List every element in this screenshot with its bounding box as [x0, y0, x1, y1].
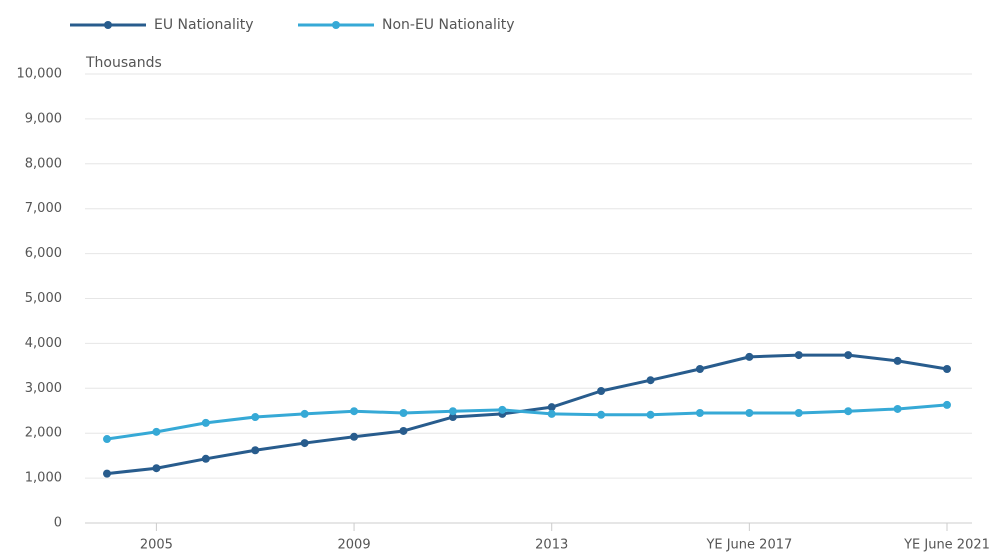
data-point: [547, 403, 556, 412]
data-point: [597, 386, 606, 395]
x-tick-label: YE June 2021: [903, 538, 990, 553]
data-point: [695, 364, 704, 373]
x-tick-label: YE June 2017: [705, 538, 792, 553]
data-point: [844, 407, 853, 416]
y-tick-label: 1,000: [25, 471, 62, 486]
data-point: [498, 405, 507, 414]
y-tick-label: 2,000: [25, 426, 62, 441]
data-point: [201, 418, 210, 427]
data-point: [300, 439, 309, 448]
data-point: [547, 409, 556, 418]
data-point: [745, 352, 754, 361]
legend-label: EU Nationality: [154, 17, 254, 33]
y-tick-label: 4,000: [25, 336, 62, 351]
data-point: [943, 364, 951, 373]
data-point: [152, 427, 161, 436]
data-point: [893, 404, 902, 413]
data-point: [350, 432, 359, 441]
data-point: [695, 408, 704, 417]
data-point: [844, 351, 853, 360]
y-tick-label: 7,000: [25, 201, 62, 216]
data-point: [745, 408, 754, 417]
data-point: [350, 407, 359, 416]
series-line: [106, 353, 948, 476]
y-tick-label: 8,000: [25, 156, 62, 171]
data-point: [893, 356, 902, 365]
y-tick-label: 9,000: [25, 111, 62, 126]
data-point: [103, 435, 111, 444]
data-point: [646, 410, 655, 419]
y-tick-label: 5,000: [25, 291, 62, 306]
x-tick-label: 2013: [535, 538, 568, 553]
data-point: [646, 376, 655, 385]
legend-label: Non-EU Nationality: [382, 17, 515, 33]
data-point: [300, 409, 309, 418]
data-point: [399, 426, 408, 435]
x-tick-label: 2009: [338, 538, 371, 553]
data-point: [794, 408, 803, 417]
y-axis-label: Thousands: [85, 55, 162, 71]
legend-marker: [332, 21, 340, 29]
series-line: [106, 403, 948, 441]
data-point: [103, 469, 111, 478]
y-tick-label: 6,000: [25, 246, 62, 261]
data-point: [399, 408, 408, 417]
data-point: [251, 446, 260, 455]
data-point: [597, 410, 606, 419]
data-point: [943, 400, 951, 409]
data-point: [201, 454, 210, 463]
data-point: [251, 413, 260, 422]
y-tick-label: 10,000: [17, 67, 63, 82]
data-point: [152, 464, 161, 473]
y-tick-label: 0: [54, 516, 62, 531]
data-point: [794, 351, 803, 360]
y-tick-label: 3,000: [25, 381, 62, 396]
data-point: [448, 407, 457, 416]
x-tick-label: 2005: [140, 538, 173, 553]
data-point: [448, 413, 457, 422]
legend-marker: [104, 21, 112, 29]
